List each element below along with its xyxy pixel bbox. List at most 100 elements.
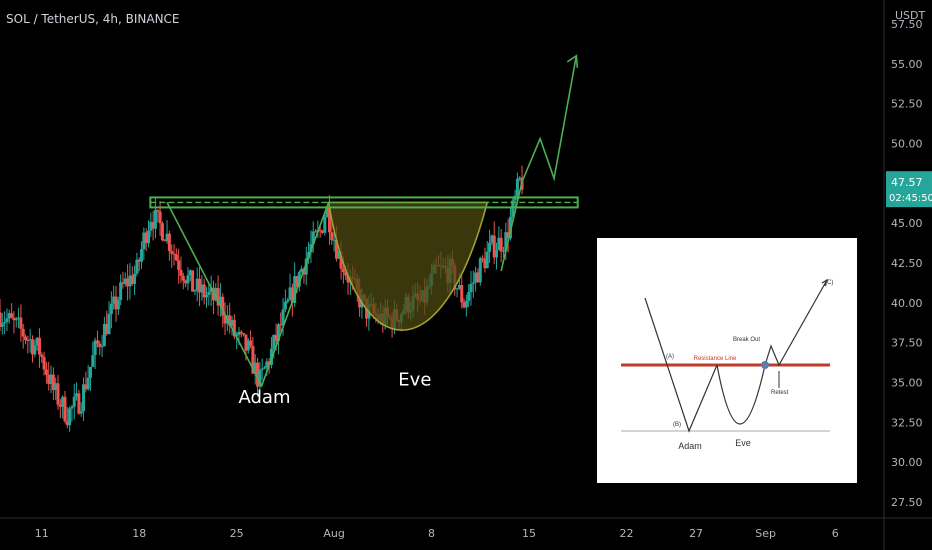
candle-body (58, 404, 62, 407)
time-tick-label: 25 (230, 527, 244, 540)
price-tick-label: 30.00 (891, 456, 923, 469)
candle-body (7, 313, 11, 319)
candle-body (47, 374, 51, 385)
candle-body (339, 251, 343, 269)
candle-body (288, 287, 292, 300)
candle-body (518, 177, 522, 179)
candle-body (508, 216, 512, 239)
eve-cup-shape (327, 201, 489, 331)
candle-body (181, 275, 185, 281)
candle-body (191, 270, 195, 292)
candle-body (511, 200, 515, 217)
symbol-title: SOL / TetherUS, 4h, BINANCE (6, 12, 180, 26)
candle-body (123, 278, 127, 284)
candle-body (65, 421, 69, 426)
candle-body (495, 250, 499, 258)
candle-body (239, 331, 243, 334)
candle-body (28, 339, 32, 341)
candle-body (126, 278, 130, 287)
candle-body (279, 324, 283, 326)
candle-body (24, 336, 28, 341)
candle-body (93, 340, 97, 356)
countdown-value: 02:45:50 (889, 193, 932, 204)
candle-body (232, 319, 236, 337)
candle-body (188, 270, 192, 276)
candle-body (330, 232, 334, 241)
candle-body (492, 235, 496, 258)
candle-body (112, 296, 116, 304)
candle-body (193, 290, 197, 292)
candle-body (311, 231, 315, 245)
time-tick-label: 27 (689, 527, 703, 540)
candle-body (332, 239, 336, 241)
price-tick-label: 55.00 (891, 58, 923, 71)
candle-body (474, 272, 478, 283)
candle-body (337, 251, 341, 259)
candle-body (506, 232, 510, 239)
candle-body (72, 396, 76, 407)
price-tick-label: 52.50 (891, 98, 923, 111)
candle-body (14, 318, 18, 321)
candle-body (195, 278, 199, 291)
price-tick-label: 42.50 (891, 257, 923, 270)
price-tick-label: 40.00 (891, 297, 923, 310)
candle-body (286, 299, 290, 302)
candle-body (237, 331, 241, 336)
candle-body (346, 275, 350, 283)
candle-body (471, 282, 475, 284)
candle-body (119, 282, 123, 301)
time-tick-label: Aug (323, 527, 344, 540)
candle-body (137, 259, 141, 262)
candle-body (253, 362, 257, 374)
candle-body (198, 278, 202, 293)
projection-arrowhead (566, 54, 579, 68)
candle-body (86, 377, 90, 390)
candle-body (61, 396, 65, 407)
adam-v-line (166, 202, 330, 388)
candle-body (26, 340, 30, 342)
candle-body (49, 374, 53, 385)
candle-body (10, 313, 14, 318)
candle-body (216, 288, 220, 306)
candle-body (114, 296, 118, 310)
candle-body (325, 207, 329, 217)
candle-body (100, 346, 104, 348)
candle-body (321, 230, 325, 233)
candle-body (109, 303, 113, 314)
time-tick-label: Sep (755, 527, 776, 540)
candle-body (54, 383, 58, 391)
candle-body (334, 239, 338, 259)
candle-body (488, 242, 492, 252)
candle-body (121, 282, 125, 284)
inset-breakout-marker (761, 361, 769, 369)
candle-body (272, 334, 276, 349)
candle-body (499, 237, 503, 252)
candle-body (467, 292, 471, 301)
candle-body (133, 273, 137, 284)
candle-body (244, 334, 248, 351)
candle-body (75, 393, 79, 397)
candle-body (483, 258, 487, 269)
inset-label-resistance: Resistance Line (694, 356, 737, 362)
current-price-label-bg (886, 171, 932, 208)
candle-body (144, 232, 148, 244)
candle-body (5, 318, 9, 323)
candle-body (265, 361, 269, 368)
candle-body (251, 345, 255, 374)
time-tick-label: 8 (428, 527, 435, 540)
candle-body (464, 300, 468, 308)
candle-body (140, 249, 144, 262)
candle-body (344, 272, 348, 276)
price-tick-label: 32.50 (891, 416, 923, 429)
candle-body (95, 340, 99, 344)
inset-label-breakout: Break Out (733, 337, 760, 343)
candle-body (230, 319, 234, 326)
price-tick-label: 27.50 (891, 496, 923, 509)
candle-body (341, 268, 345, 273)
candle-body (485, 251, 489, 269)
candle-body (249, 340, 253, 346)
candle-body (293, 276, 297, 303)
candle-body (163, 240, 167, 242)
candle-body (33, 345, 37, 355)
